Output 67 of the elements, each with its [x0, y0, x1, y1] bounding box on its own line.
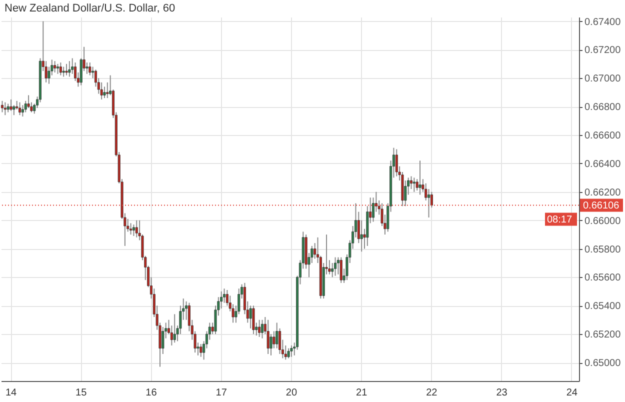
y-tick-label: 0.66000	[584, 216, 622, 227]
x-tick-label: 15	[76, 388, 88, 398]
candlestick	[132, 224, 135, 236]
candlestick	[18, 102, 22, 116]
candlestick	[65, 63, 68, 76]
x-tick-label: 20	[286, 388, 298, 398]
x-tick-label: 16	[146, 388, 158, 398]
candlestick	[395, 148, 398, 177]
candlestick	[21, 104, 24, 118]
candlestick	[162, 326, 164, 354]
candlestick	[106, 82, 109, 99]
candlestick	[290, 344, 293, 358]
candlestick	[4, 102, 6, 116]
candlestick	[68, 60, 71, 78]
x-tick-label: 17	[216, 388, 228, 398]
y-tick-label: 0.65800	[584, 244, 622, 256]
candlestick	[86, 62, 88, 74]
candlestick	[100, 82, 103, 100]
candlestick	[334, 256, 337, 276]
y-tick-label: 0.67200	[584, 45, 622, 56]
y-tick-label: 0.66600	[584, 130, 622, 142]
y-tick-label: 0.66800	[584, 102, 622, 114]
candlestick	[135, 220, 138, 238]
candlestick	[88, 62, 92, 76]
candlestick	[252, 305, 255, 335]
x-tick-label: 14	[5, 388, 18, 398]
candlestick	[12, 104, 16, 116]
x-tick-label: 21	[356, 388, 368, 398]
ref-line-label: 0.66106	[583, 200, 620, 212]
candlestick	[412, 177, 416, 192]
y-tick-label: 0.65400	[584, 301, 622, 312]
candlestick	[62, 66, 65, 78]
candlestick	[59, 62, 62, 76]
candlestick	[130, 222, 132, 236]
candlestick	[103, 86, 106, 99]
candlestick	[276, 322, 278, 349]
y-tick-label: 0.65200	[584, 330, 622, 341]
candlestick	[200, 344, 202, 358]
candlestick	[173, 314, 176, 344]
candlestick	[258, 319, 261, 338]
y-tick-label: 0.66200	[584, 187, 622, 198]
candlestick	[27, 94, 30, 108]
candlestick	[54, 60, 56, 73]
x-tick-label: 23	[496, 388, 508, 398]
x-tick-label: 24	[566, 388, 578, 398]
candlestick	[270, 334, 272, 356]
candlestick	[266, 319, 270, 354]
y-tick-label: 0.65600	[584, 272, 622, 284]
y-tick-label: 0.66400	[584, 158, 622, 170]
candlestick	[272, 330, 276, 349]
candlestick	[260, 319, 264, 339]
x-tick-label: 22	[426, 388, 438, 398]
candlestick	[287, 348, 290, 359]
candlestick	[56, 63, 60, 74]
chart-title: New Zealand Dollar/U.S. Dollar, 60	[4, 2, 176, 14]
candlestick	[340, 256, 342, 284]
candlestick	[249, 305, 252, 329]
annotation: 08:17	[547, 214, 572, 226]
candlestick	[71, 58, 74, 74]
y-tick-label: 0.67000	[584, 74, 622, 85]
candlestick	[360, 220, 363, 252]
y-tick-label: 0.65000	[584, 358, 622, 370]
candlestick	[10, 98, 12, 112]
candlestick	[0, 100, 4, 113]
candlestick	[428, 188, 430, 218]
y-tick-label: 0.67400	[584, 16, 622, 28]
candlestick	[418, 160, 422, 196]
